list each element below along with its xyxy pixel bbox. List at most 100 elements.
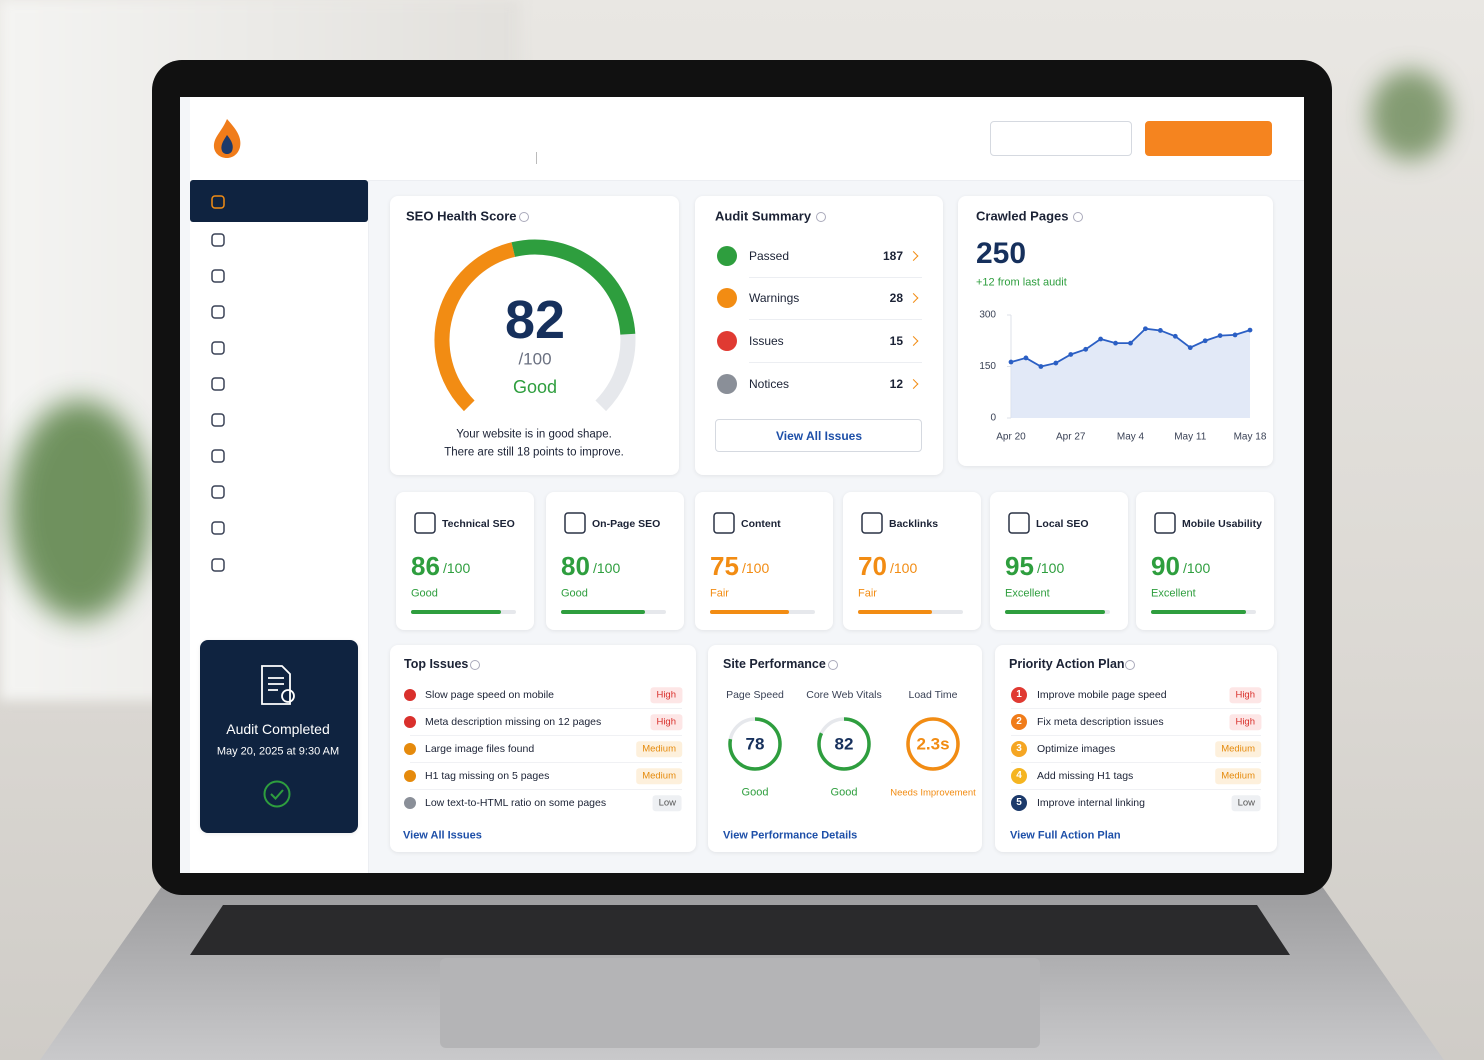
category-scale: /100 bbox=[443, 560, 471, 576]
icon-shape bbox=[1154, 512, 1176, 534]
status-icon bbox=[717, 374, 737, 394]
card-title: Top Issues bbox=[404, 656, 469, 671]
icon-shape bbox=[211, 449, 225, 463]
view-issues-link[interactable]: View All Issues bbox=[403, 829, 482, 842]
share-button[interactable] bbox=[1145, 121, 1272, 156]
area bbox=[1011, 328, 1250, 418]
icon-shape bbox=[211, 233, 225, 247]
category-scale: /100 bbox=[593, 560, 621, 576]
priority-badge: High bbox=[1229, 687, 1261, 703]
category-scale: /100 bbox=[1183, 560, 1211, 576]
severity-dot bbox=[404, 770, 416, 782]
icon bbox=[211, 413, 225, 427]
info-circle bbox=[828, 660, 838, 670]
health-score: 82 bbox=[504, 290, 566, 350]
category-name: Mobile Usability bbox=[1182, 517, 1262, 530]
check-circle bbox=[263, 780, 291, 808]
step-number: 3 bbox=[1016, 743, 1022, 754]
issue-text: Large image files found bbox=[425, 742, 535, 755]
crawled-total: 250 bbox=[976, 237, 1027, 270]
category-score: 95 bbox=[1005, 551, 1034, 581]
priority-badge: Medium bbox=[1215, 741, 1261, 757]
point bbox=[1068, 352, 1074, 357]
category-card: Content 75/100 Fair bbox=[695, 492, 833, 630]
row-divider bbox=[749, 319, 922, 320]
health-rating: Good bbox=[512, 377, 558, 397]
step-number: 2 bbox=[1016, 716, 1022, 727]
step-circle bbox=[1011, 714, 1027, 730]
severity-dot bbox=[404, 797, 416, 809]
row-divider bbox=[410, 762, 682, 763]
progress-fill bbox=[411, 610, 502, 614]
performance-link[interactable]: View Performance Details bbox=[723, 829, 858, 842]
category-rating: Excellent bbox=[1151, 587, 1196, 600]
category-name: Local SEO bbox=[1036, 517, 1089, 530]
view-issues-link[interactable]: View All Issues bbox=[775, 429, 863, 443]
menu-active[interactable] bbox=[190, 180, 368, 222]
chevron bbox=[908, 379, 919, 389]
row-divider bbox=[1011, 789, 1261, 790]
x-tick-label: May 11 bbox=[1174, 432, 1206, 443]
metric-ring bbox=[906, 717, 960, 771]
action-text: Improve mobile page speed bbox=[1037, 688, 1167, 701]
screen: LARGOHVAC SERVICESOverviewTechnical SEOO… bbox=[180, 97, 1304, 873]
check-mark bbox=[270, 789, 284, 800]
point bbox=[1202, 338, 1208, 344]
category-name: Content bbox=[741, 517, 781, 530]
priority-badge: Low bbox=[1231, 795, 1261, 811]
icon bbox=[564, 512, 586, 534]
severity-icon bbox=[404, 716, 416, 728]
view-issues-button[interactable] bbox=[715, 419, 922, 452]
info-icon bbox=[470, 660, 480, 670]
ring-fill bbox=[906, 717, 960, 771]
metric-name: Core Web Vitals bbox=[806, 688, 882, 701]
point bbox=[1172, 333, 1178, 339]
audit-completed-card: Audit Completed May 20, 2025 at 9:30 AM bbox=[200, 640, 358, 833]
background-plant bbox=[1370, 70, 1450, 160]
card-title: Crawled Pages bbox=[976, 208, 1069, 224]
line-chart: 0 150 300 Apr 20 Apr 27 May 4 May 11 May 18 bbox=[979, 310, 1267, 443]
action-text: Optimize images bbox=[1037, 742, 1116, 755]
icon-shape bbox=[861, 512, 883, 534]
category-card: Technical SEO 86/100 Good bbox=[396, 492, 534, 630]
progress-fill bbox=[1005, 610, 1105, 614]
status-icon bbox=[717, 331, 737, 351]
summary-label: Warnings bbox=[749, 291, 800, 305]
top-issues-card: Top Issues Slow page speed on mobile High M… bbox=[390, 645, 696, 852]
icon bbox=[1154, 512, 1176, 534]
icon-shape bbox=[211, 485, 225, 499]
icon bbox=[211, 305, 225, 319]
icon bbox=[211, 521, 225, 535]
issue-text: Slow page speed on mobile bbox=[425, 688, 555, 701]
audit-title: Audit Completed bbox=[226, 721, 330, 737]
metric-rating: Good bbox=[741, 786, 769, 799]
summary-count: 28 bbox=[889, 291, 903, 305]
category-score: 90 bbox=[1151, 551, 1180, 581]
icon-shape bbox=[211, 195, 225, 209]
download-button[interactable] bbox=[990, 121, 1132, 156]
step-circle bbox=[1011, 768, 1027, 784]
chevron bbox=[908, 336, 919, 346]
ring-fill bbox=[817, 717, 871, 771]
action-plan-link[interactable]: View Full Action Plan bbox=[1010, 829, 1121, 842]
icon bbox=[211, 558, 225, 572]
progress-fill bbox=[1151, 610, 1246, 614]
category-scale: /100 bbox=[742, 560, 770, 576]
icon bbox=[211, 269, 225, 283]
metric-value: 2.3s bbox=[916, 734, 950, 754]
metric-name: Page Speed bbox=[726, 688, 784, 701]
status-circle bbox=[717, 246, 737, 266]
gauge bbox=[434, 239, 636, 412]
category-rating: Fair bbox=[710, 587, 729, 600]
metric-value: 78 bbox=[745, 734, 765, 754]
severity-icon bbox=[404, 689, 416, 701]
summary-count: 15 bbox=[889, 334, 903, 348]
row-divider bbox=[1011, 735, 1261, 736]
x-tick-label: May 18 bbox=[1234, 432, 1267, 443]
action-text: Add missing H1 tags bbox=[1037, 769, 1134, 782]
doc-badge bbox=[281, 689, 295, 703]
point bbox=[1083, 346, 1089, 352]
doc-outline bbox=[261, 665, 291, 705]
x-tick-label: May 4 bbox=[1117, 432, 1145, 443]
